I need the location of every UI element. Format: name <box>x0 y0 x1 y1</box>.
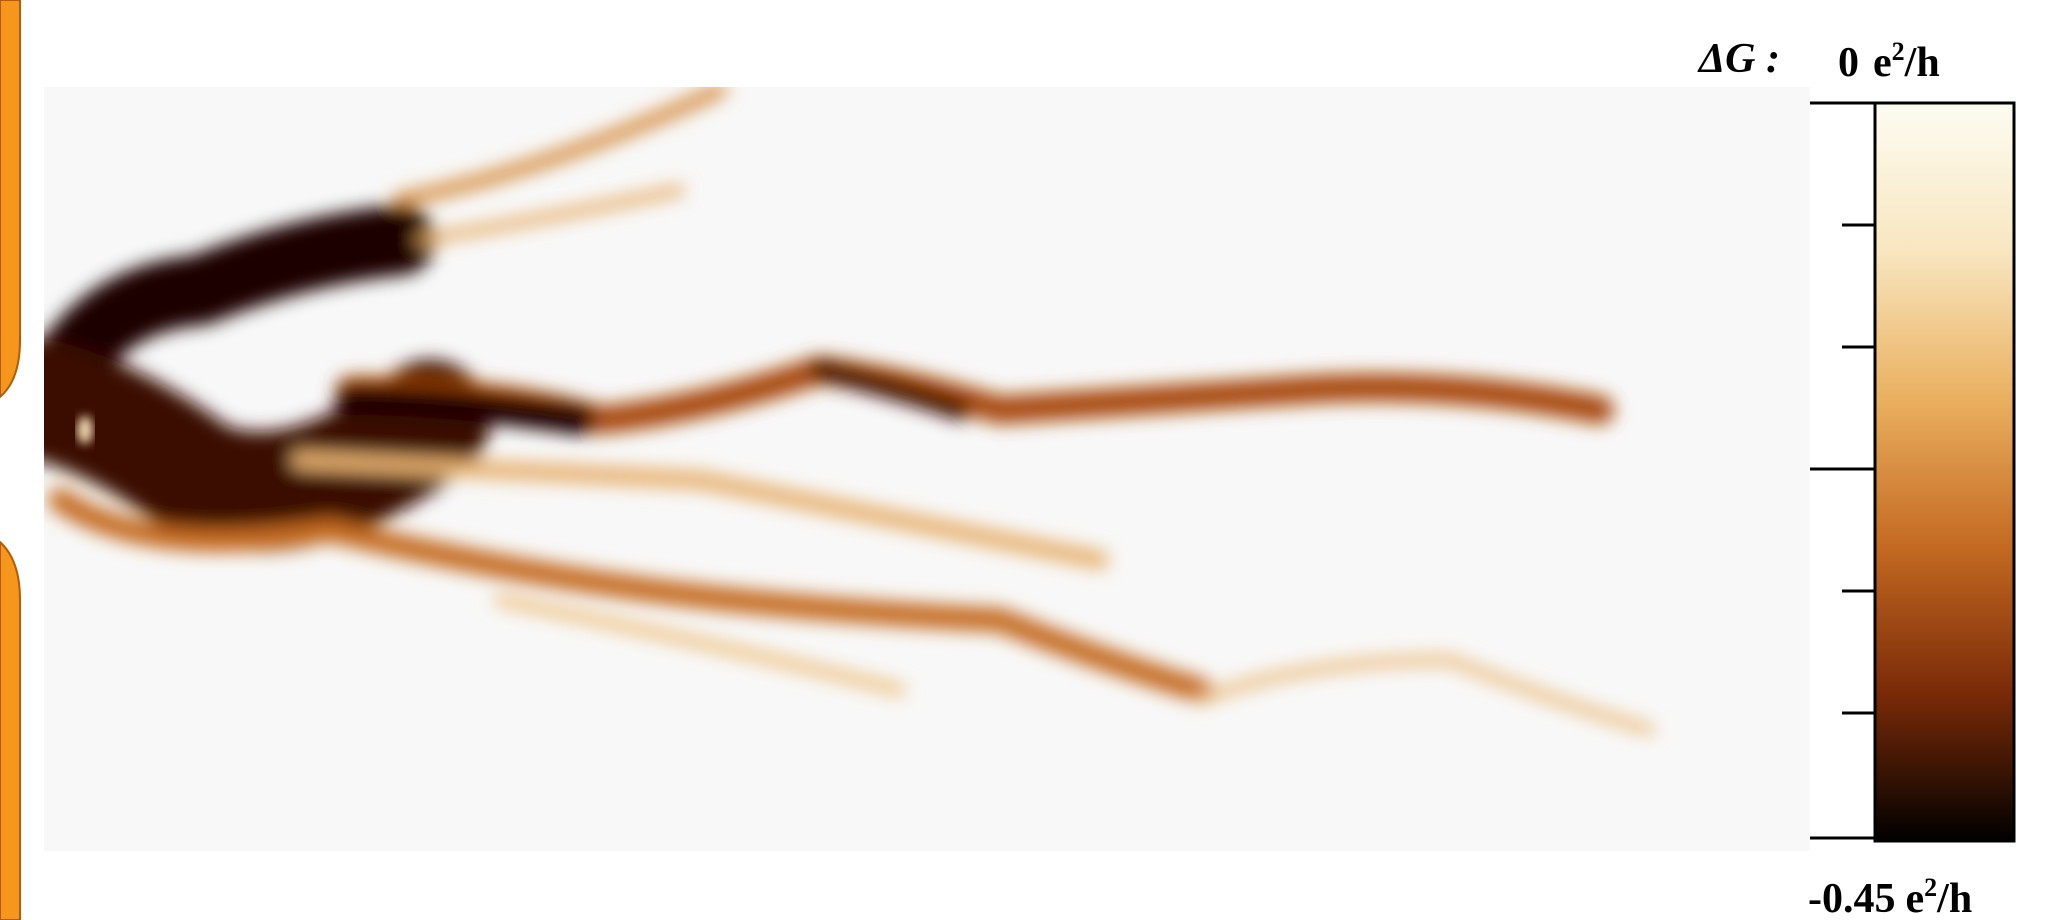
unit-suffix: /h <box>1904 40 1940 86</box>
min-value: -0.45 <box>1808 876 1896 920</box>
unit-base: e <box>1873 40 1892 86</box>
side-tab <box>0 0 20 397</box>
unit-exponent: 2 <box>1924 873 1937 902</box>
colorbar-label: ΔG : <box>1697 36 1780 82</box>
unit-base: e <box>1906 876 1925 920</box>
colorbar <box>1875 103 2014 841</box>
colorbar-ticks <box>1810 103 1875 838</box>
unit-suffix: /h <box>1936 876 1972 920</box>
max-value: 0 <box>1838 40 1859 86</box>
scan-map <box>44 87 1810 851</box>
unit-exponent: 2 <box>1892 37 1905 66</box>
figure: ΔG : 0e2/h -0.45e2/h <box>0 0 2051 920</box>
side-tab <box>0 542 20 920</box>
